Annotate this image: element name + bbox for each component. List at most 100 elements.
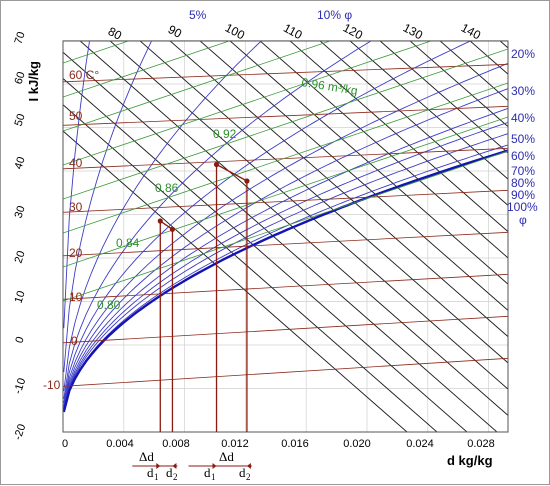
x-axis-label: d kg/kg [447, 453, 493, 468]
chart-lines [63, 1, 550, 446]
enthalpy-line-5 [229, 41, 508, 285]
humidity-label-50: 50% [511, 132, 535, 146]
enthalpy-label-140: 140 [459, 21, 484, 43]
humidity-label-90: 90% [511, 188, 535, 202]
y-tick-9: 70 [13, 30, 28, 45]
enthalpy-line-7 [289, 41, 508, 233]
y-tick-0: -20 [12, 423, 28, 442]
d2-label-left: d [166, 465, 173, 480]
temperature-line-30 [63, 189, 508, 213]
volume-line-4 [63, 41, 433, 166]
enthalpy-line-4 [199, 41, 508, 311]
enthalpy-line-10 [379, 41, 508, 154]
arrow-head-b-2 [246, 463, 251, 469]
temp-label-0: 0 [71, 334, 78, 348]
humidity-label-30: 30% [511, 84, 535, 98]
humidity-label-100: 100% [507, 200, 538, 214]
y-tick-3: 10 [13, 289, 28, 304]
humidity-label-10: 10% φ [317, 8, 352, 22]
humidity-curve-9 [63, 41, 153, 373]
enthalpy-line-2 [139, 41, 508, 364]
temp-label-60: 60 C° [69, 68, 99, 82]
process-construction [132, 161, 252, 469]
enthalpy-line-12 [439, 41, 508, 101]
x-tick-6: 0.024 [406, 438, 434, 450]
enthalpy-line--3 [63, 104, 438, 432]
plot-border [62, 40, 509, 433]
enthalpy-line-13 [469, 41, 508, 75]
x-tick-5: 0.020 [343, 438, 371, 450]
x-tick-4: 0.016 [281, 438, 309, 450]
enthalpy-label-110: 110 [281, 21, 305, 42]
arrow-head-a-2 [212, 463, 217, 469]
enthalpy-line-6 [259, 41, 508, 259]
temp-label-10: 10 [69, 290, 83, 304]
volume-line-5 [63, 41, 332, 132]
y-axis-label: I kJ/kg [26, 61, 41, 102]
temperature-line-10 [63, 273, 508, 300]
enthalpy-label-130: 130 [401, 21, 426, 43]
temperature-line-20 [63, 231, 508, 257]
arrow-head-b-0 [172, 463, 177, 469]
volume-label-084: 0.84 [116, 236, 140, 250]
enthalpy-line-15 [473, 1, 550, 446]
delta-d-label-right: Δd [219, 449, 234, 464]
enthalpy-label-120: 120 [341, 21, 366, 43]
enthalpy-label-80: 80 [106, 24, 125, 43]
volume-line-0 [63, 150, 508, 302]
enthalpy-line--2 [63, 77, 468, 432]
humidity-label-20: 20% [511, 47, 535, 61]
x-tick-3: 0.012 [221, 438, 249, 450]
enthalpy-line-0 [79, 41, 508, 416]
temperature-line-60 [63, 63, 508, 83]
humidity-curve-3 [63, 107, 508, 410]
volume-line-6 [63, 41, 231, 98]
y-tick-7: 50 [13, 112, 28, 127]
temperature-line-40 [63, 147, 508, 170]
temp-label-30: 30 [69, 200, 83, 214]
process-segment-0 [159, 220, 173, 230]
enthalpy-line--1 [63, 51, 498, 432]
humidity-label-70: 70% [511, 164, 535, 178]
enthalpy-label-100: 100 [223, 21, 248, 43]
humidity-label-80: 80% [511, 176, 535, 190]
volume-label-080: 0.80 [97, 298, 121, 312]
humidity-curve-7 [63, 41, 372, 399]
saturation-curve [63, 149, 508, 413]
temperature-line-0 [63, 315, 508, 344]
humidity-curve-1 [63, 133, 508, 411]
d1-sub-left: 1 [154, 472, 159, 482]
humidity-label-40: 40% [511, 111, 535, 125]
x-tick-7: 0.028 [467, 438, 495, 450]
temp-label-50: 50 [69, 109, 83, 123]
volume-line-3 [63, 48, 508, 200]
y-tick-2: 0 [13, 335, 26, 345]
arrow-head-a-0 [156, 463, 161, 469]
humidity-curve-5 [63, 62, 508, 406]
humidity-curve-4 [63, 88, 508, 408]
x-tick-1: 0.004 [106, 438, 134, 450]
volume-label-096: 0.96 m³/kg [301, 75, 359, 98]
y-tick-6: 40 [13, 155, 28, 170]
temp-label-20: 20 [69, 246, 83, 260]
humidity-curve-8 [63, 41, 262, 392]
delta-d-label-left: Δd [139, 449, 154, 464]
d1-sub-right: 1 [211, 472, 216, 482]
d1-label-left: d [147, 465, 154, 480]
humidity-label-phi: φ [519, 213, 527, 227]
d2-sub-right: 2 [246, 472, 251, 482]
y-tick-4: 20 [13, 249, 28, 264]
temperature-line--10 [63, 357, 508, 387]
volume-label-086: 0.86 [155, 181, 179, 195]
x-tick-2: 0.008 [162, 438, 190, 450]
x-tick-0: 0 [62, 438, 68, 450]
y-tick-1: -10 [12, 377, 28, 396]
enthalpy-line-9 [349, 41, 508, 180]
d2-label-right: d [239, 465, 246, 480]
humidity-label-60: 60% [511, 149, 535, 163]
humidity-curve-6 [63, 41, 472, 404]
volume-line-1 [63, 116, 508, 268]
enthalpy-line-8 [319, 41, 508, 206]
process-point-2 [213, 161, 220, 168]
volume-line-2 [63, 82, 508, 234]
